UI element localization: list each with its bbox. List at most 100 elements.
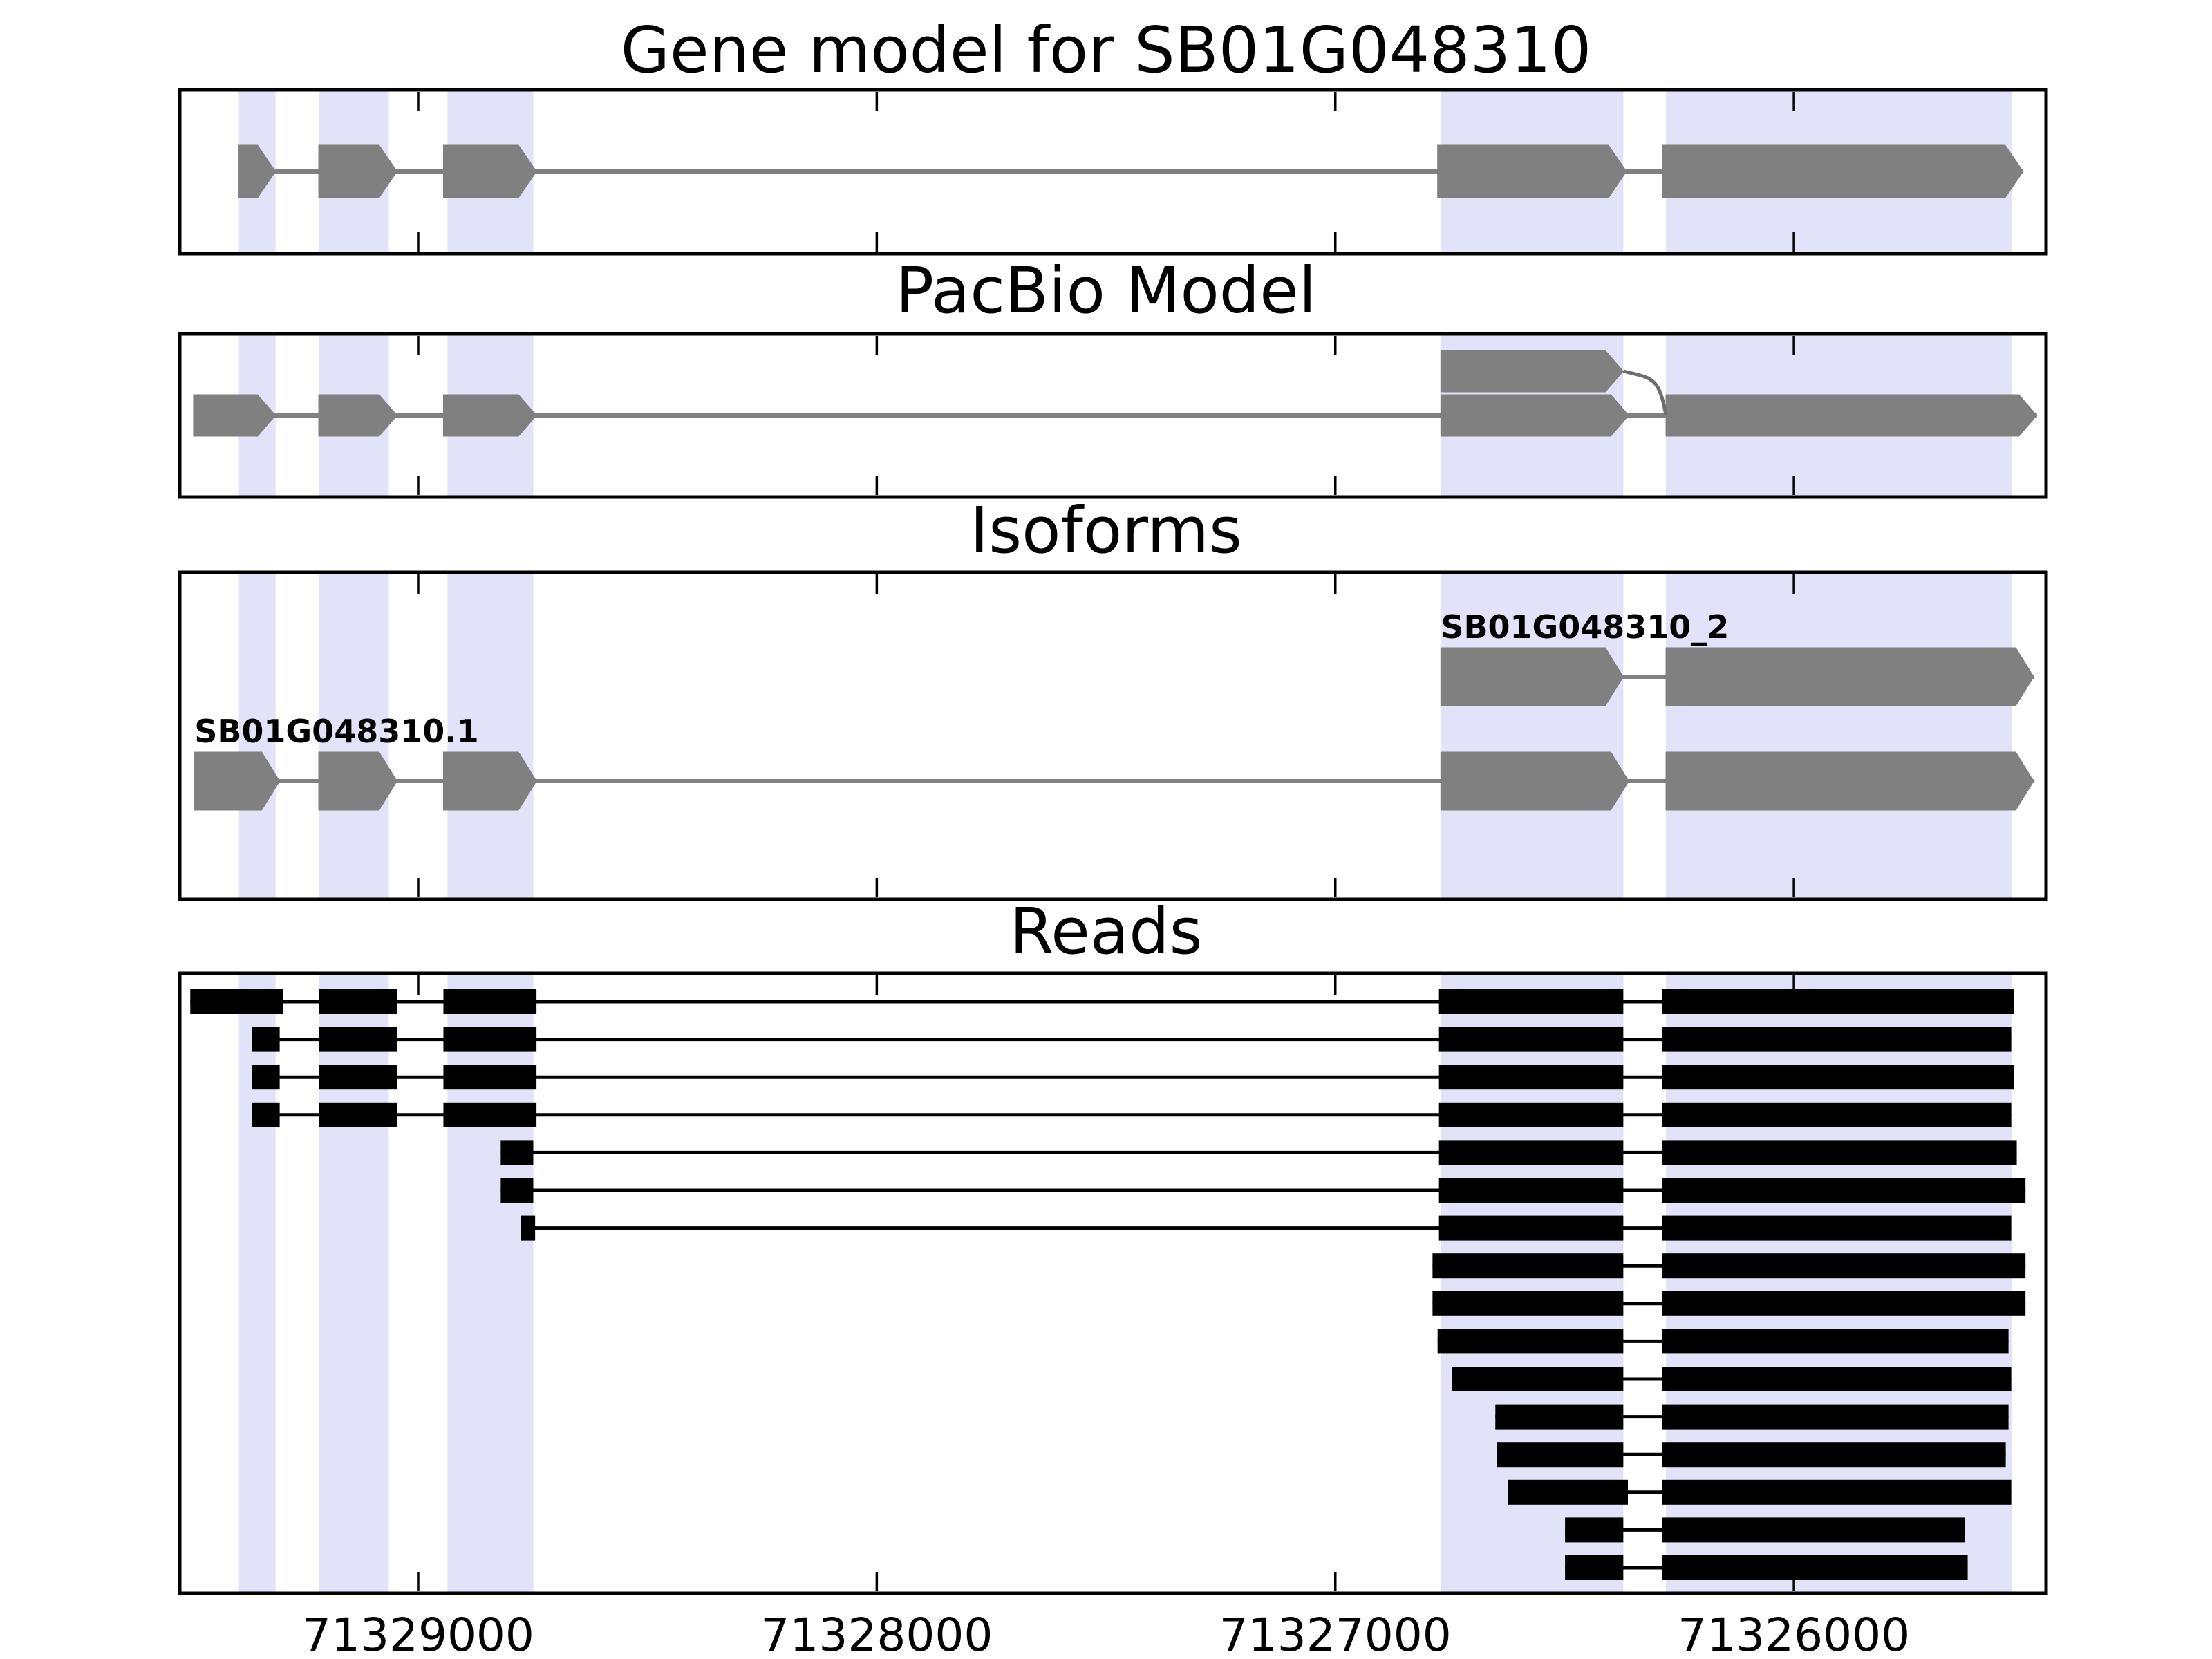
plot-graphics: SB01G048310_2 SB01G048310.1 [178, 88, 2048, 1595]
exon-arrow [442, 144, 537, 198]
panel-border [178, 570, 2048, 901]
read-block [1565, 1517, 1624, 1543]
exon-arrow [1440, 751, 1629, 811]
panel-title-pacbio-model: PacBio Model [896, 254, 1317, 328]
exon-arrow [1437, 144, 1627, 198]
read-block [1452, 1367, 1624, 1391]
read-block [1437, 1329, 1624, 1354]
read-block [443, 1102, 537, 1127]
exon-arrow [238, 144, 276, 198]
read-block [1662, 1065, 2014, 1090]
x-axis-tick-label: 71326000 [1678, 1609, 1910, 1659]
exon-arrow [318, 751, 398, 811]
read-block [1438, 1102, 1624, 1127]
read-block [1497, 1442, 1624, 1468]
track-panel-2: SB01G048310_2 SB01G048310.1 [178, 570, 2048, 901]
panel-title-gene-model: Gene model for SB01G048310 [621, 13, 1592, 87]
track-panel-3 [178, 971, 2048, 1595]
panel-title-isoforms: Isoforms [970, 494, 1242, 568]
read-block [1662, 1479, 2012, 1505]
read-block [1662, 989, 2014, 1014]
read-block [443, 1027, 537, 1052]
exon-arrow [318, 394, 398, 437]
read-block [1438, 1178, 1624, 1203]
read-block [1438, 1140, 1624, 1165]
exon-arrow [194, 751, 281, 811]
read-row [190, 989, 2014, 1014]
read-block [1662, 1215, 2012, 1241]
read-row [1432, 1253, 2026, 1279]
exon-arrow [442, 394, 537, 437]
exon-arrow [193, 394, 276, 437]
read-block [1565, 1555, 1624, 1580]
panel-border [178, 88, 2048, 256]
exon-arrow [1665, 647, 2034, 706]
read-row [500, 1178, 2026, 1203]
exon-arrow [1662, 144, 2024, 198]
read-block [1662, 1027, 2012, 1052]
read-block [1662, 1102, 2012, 1127]
read-block [1432, 1291, 1624, 1316]
read-block [1438, 989, 1624, 1014]
read-block [1662, 1291, 2026, 1316]
read-row [1497, 1442, 2006, 1468]
read-block [1508, 1479, 1628, 1505]
read-block [1438, 1215, 1624, 1241]
read-block [443, 1065, 537, 1090]
read-row [1565, 1517, 1965, 1543]
read-block [1662, 1517, 1965, 1543]
read-block [1662, 1178, 2026, 1203]
read-block [1662, 1404, 2009, 1430]
exon-highlight-band [1666, 572, 2012, 899]
read-block [1438, 1065, 1624, 1090]
read-block [1662, 1329, 2009, 1354]
read-block [252, 1065, 280, 1090]
exon-highlight-band [1441, 572, 1624, 899]
read-row [1432, 1291, 2026, 1316]
read-row [1495, 1404, 2009, 1430]
exon-highlight-band [238, 572, 276, 899]
alt-exon-block [1440, 350, 1624, 393]
exon-arrow [1440, 647, 1624, 706]
panel-border [178, 332, 2048, 499]
read-row [500, 1140, 2017, 1165]
isoform-label: SB01G048310.1 [194, 713, 478, 750]
x-axis-tick-label: 71329000 [302, 1609, 534, 1659]
exon-arrow [1665, 394, 2038, 437]
exon-highlight-band [319, 572, 389, 899]
read-block [319, 1102, 397, 1127]
read-row [1437, 1329, 2009, 1354]
read-block [1438, 1027, 1624, 1052]
read-block [319, 989, 397, 1014]
read-block [443, 989, 537, 1014]
exon-arrow [318, 144, 398, 198]
read-row [252, 1102, 2012, 1127]
read-row [521, 1215, 2012, 1241]
splice-curve [1622, 369, 1668, 416]
panel-title-reads: Reads [1009, 894, 1202, 968]
read-row [252, 1027, 2012, 1052]
exon-arrow [1665, 751, 2034, 811]
read-row [1452, 1367, 2012, 1391]
x-axis-tick-label: 71328000 [760, 1609, 993, 1659]
read-row [252, 1065, 2014, 1090]
read-block [1662, 1367, 2012, 1391]
read-block [319, 1027, 397, 1052]
track-panel-0 [178, 88, 2048, 256]
read-block [500, 1178, 534, 1203]
track-panel-1 [178, 332, 2048, 499]
read-block [500, 1140, 534, 1165]
read-block [521, 1215, 536, 1241]
read-block [1432, 1253, 1624, 1279]
read-block [1662, 1442, 2006, 1468]
read-row [1508, 1479, 2012, 1505]
exon-highlight-band [447, 572, 534, 899]
panel-border [178, 971, 2048, 1595]
exon-arrow [442, 751, 537, 811]
read-block [252, 1102, 280, 1127]
isoform-label: SB01G048310_2 [1441, 608, 1729, 646]
read-block [252, 1027, 280, 1052]
x-axis-labels: 71329000 71328000 71327000 71326000 [302, 1609, 1910, 1659]
